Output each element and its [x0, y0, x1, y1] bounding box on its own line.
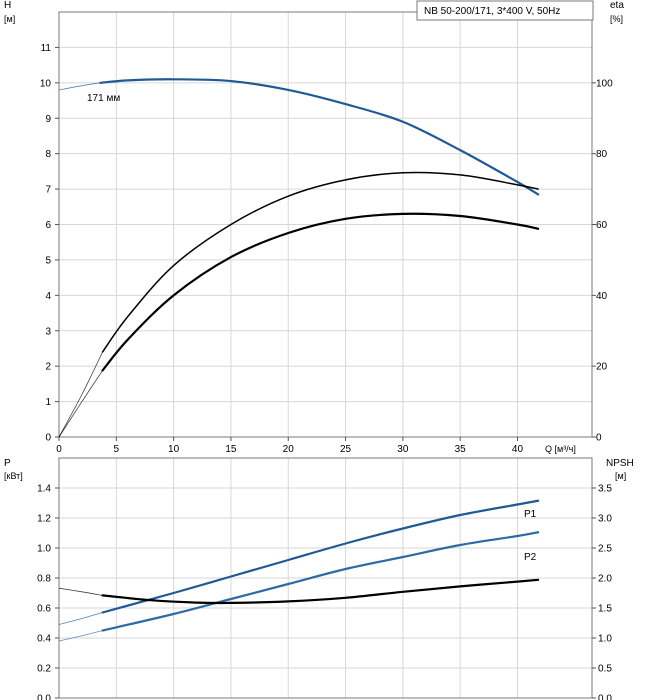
left-tick-label: 9 [45, 114, 51, 125]
right-tick-label: 2.0 [598, 574, 612, 585]
series-head-curve-extrapolated [58, 82, 101, 91]
x-tick-label: 25 [340, 444, 352, 455]
top-right-tick-labels: 0 20 40 60 80 100 [592, 78, 613, 444]
left-tick-label: 0.8 [37, 574, 51, 585]
bottom-panel: P [кВт] NPSH [м] 0.0 0.2 0.4 0.6 0.8 1.0 1.2 1.… [4, 457, 634, 700]
series-eta-upper-line [101, 171, 539, 353]
x-tick-label: 5 [114, 444, 120, 455]
right-tick-label: 60 [596, 220, 608, 231]
x-tick-label: 15 [225, 444, 237, 455]
x-tick-label: 40 [512, 444, 524, 455]
left-tick-label: 1.0 [37, 544, 51, 555]
left-tick-label: 0.0 [37, 694, 51, 700]
series-eta-lower-line [101, 212, 540, 372]
right-tick-label: 1.0 [598, 634, 612, 645]
left-tick-label: 7 [45, 185, 51, 196]
left-tick-label: 8 [45, 149, 51, 160]
top-right-axis-unit: [%] [610, 14, 623, 24]
left-tick-label: 0 [45, 433, 51, 444]
right-tick-label: 40 [596, 291, 608, 302]
bottom-left-axis-unit: [кВт] [4, 471, 23, 481]
left-tick-label: 0.4 [37, 634, 51, 645]
top-left-tick-labels: 0 1 2 3 4 5 6 7 8 9 10 11 [40, 43, 59, 444]
right-tick-label: 100 [596, 78, 613, 89]
left-tick-label: 0.2 [37, 664, 51, 675]
series-label-p1: P1 [524, 509, 537, 520]
series-P2-extrapolated [58, 630, 103, 642]
left-tick-label: 0.6 [37, 604, 51, 615]
bottom-series-lines [58, 499, 540, 642]
series-eta-upper-extrapolated [58, 351, 103, 438]
bottom-right-axis-unit: [м] [615, 471, 626, 481]
bottom-left-tick-labels: 0.0 0.2 0.4 0.6 0.8 1.0 1.2 1.4 [37, 484, 59, 700]
top-x-axis-label: Q [м³/ч] [545, 444, 576, 454]
series-P1-extrapolated [58, 612, 103, 625]
right-tick-label: 20 [596, 362, 608, 373]
right-tick-label: 3.5 [598, 484, 612, 495]
right-tick-label: 80 [596, 149, 608, 160]
right-tick-label: 0.0 [598, 694, 612, 700]
title-box [416, 0, 594, 21]
top-panel: H [м] eta [%] 0 1 2 3 4 5 6 7 8 9 10 11 0 20 40 60 80 10… [4, 0, 624, 455]
right-tick-label: 3.0 [598, 514, 612, 525]
top-left-axis-label: H [4, 0, 11, 11]
series-head-curve-line [99, 78, 540, 196]
top-left-axis-unit: [м] [4, 14, 15, 24]
x-tick-label: 0 [56, 444, 62, 455]
series-NPSH-extrapolated [58, 587, 103, 596]
x-tick-label: 30 [397, 444, 409, 455]
impeller-diameter-annotation: 171 мм [87, 93, 120, 104]
right-tick-label: 0 [596, 433, 602, 444]
series-NPSH-line [101, 578, 540, 605]
series-P1-line [101, 499, 540, 614]
right-tick-label: 0.5 [598, 664, 612, 675]
bottom-gridlines [59, 458, 592, 698]
left-tick-label: 3 [45, 326, 51, 337]
x-tick-label: 10 [168, 444, 180, 455]
bottom-left-axis-label: P [4, 458, 11, 469]
chart-title: NB 50-200/171, 3*400 V, 50Hz [424, 6, 560, 17]
right-tick-label: 1.5 [598, 604, 612, 615]
left-tick-label: 1.4 [37, 484, 51, 495]
series-eta-lower-extrapolated [58, 370, 103, 438]
left-tick-label: 11 [41, 43, 52, 54]
left-tick-label: 2 [45, 362, 51, 373]
series-P2-line [101, 531, 540, 632]
top-series-lines [58, 78, 540, 438]
left-tick-label: 1.2 [37, 514, 51, 525]
top-x-tick-labels: 0 5 10 15 20 25 30 35 40 [56, 437, 523, 455]
left-tick-label: 1 [45, 397, 51, 408]
right-tick-label: 2.5 [598, 544, 612, 555]
left-tick-label: 10 [40, 78, 52, 89]
left-tick-label: 6 [45, 220, 51, 231]
bottom-right-axis-label: NPSH [606, 458, 634, 469]
series-label-p2: P2 [524, 552, 537, 563]
top-right-axis-label: eta [610, 0, 624, 11]
left-tick-label: 5 [45, 255, 51, 266]
bottom-right-tick-labels: 0.0 0.5 1.0 1.5 2.0 2.5 3.0 3.5 [592, 484, 612, 700]
x-tick-label: 20 [283, 444, 295, 455]
left-tick-label: 4 [45, 291, 51, 302]
x-tick-label: 35 [455, 444, 467, 455]
